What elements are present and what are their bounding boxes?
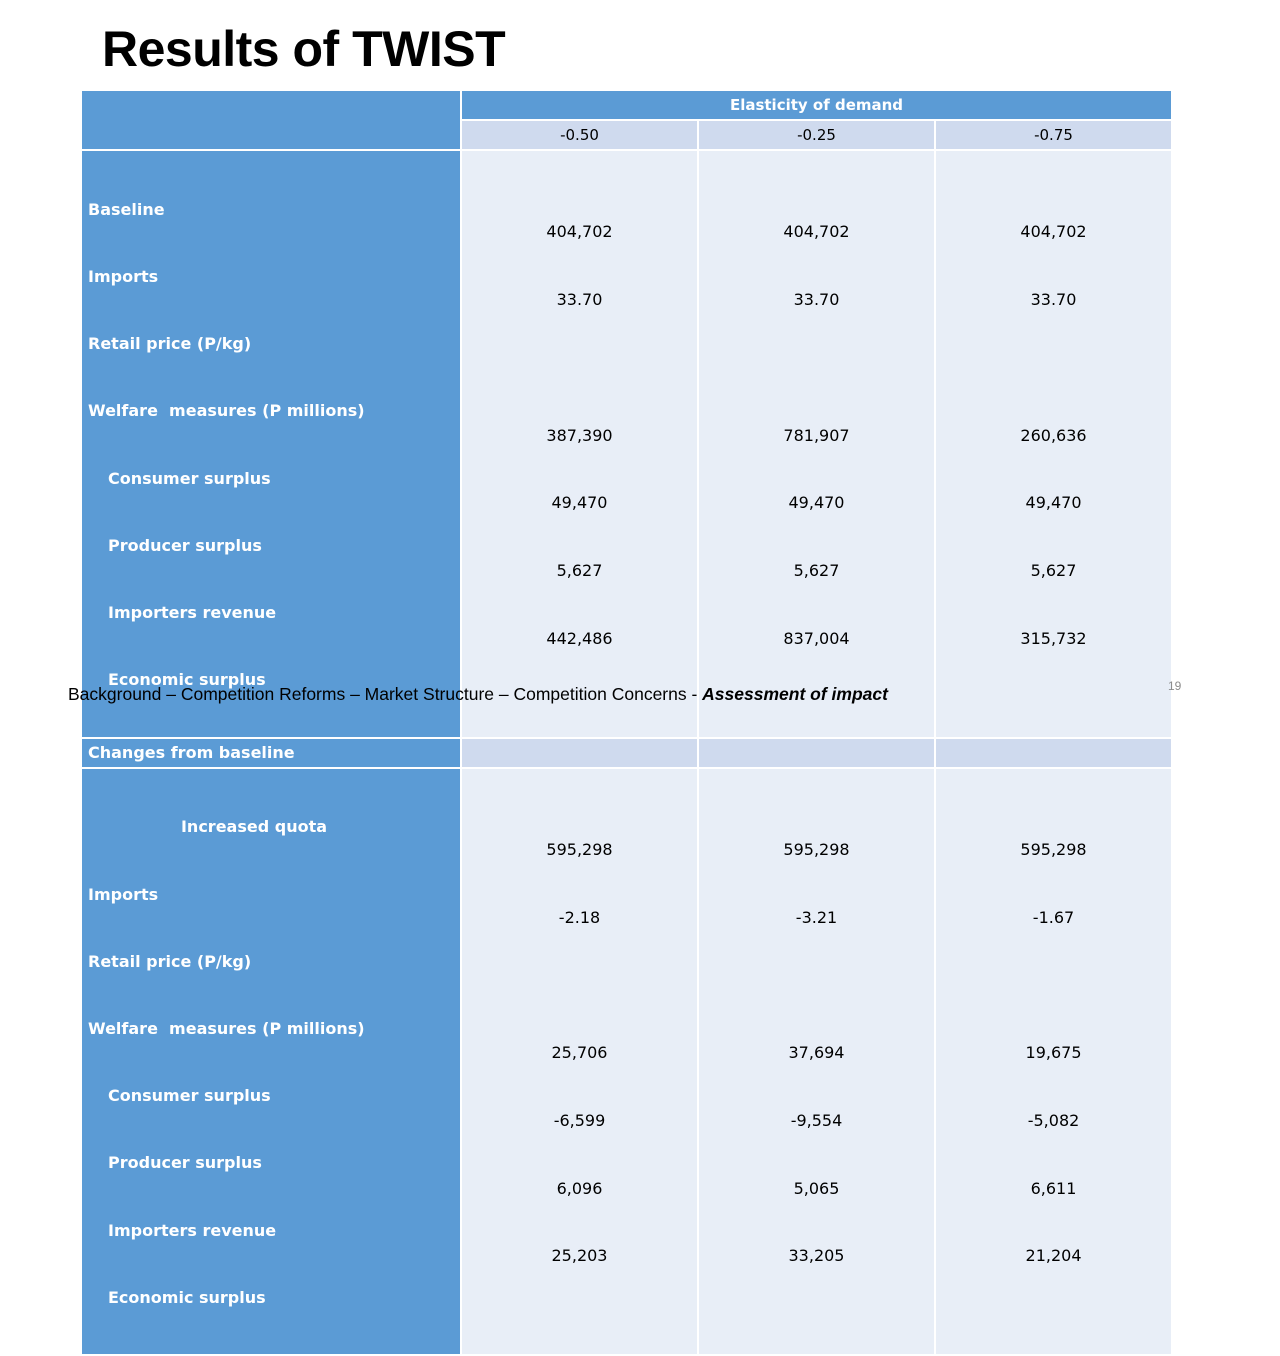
elasticity-header: Elasticity of demand <box>459 89 1174 121</box>
increased-quota-labels: Increased quota Imports Retail price (P/… <box>80 766 462 1356</box>
row-label: Economic surplus <box>108 670 266 690</box>
row-label: Consumer surplus <box>108 1086 271 1106</box>
quota-values-col-1: 595,298 -2.18 25,706 -6,599 6,096 25,203 <box>460 766 699 1356</box>
changes-from-baseline-label: Changes from baseline <box>80 736 462 769</box>
table-cell: 33.70 <box>793 289 840 309</box>
table-cell <box>697 736 936 769</box>
table-cell <box>936 974 1171 997</box>
table-cell: -3.21 <box>795 907 838 927</box>
row-label: Producer surplus <box>108 535 262 555</box>
table-cell: -9,554 <box>790 1110 843 1130</box>
table-cell: 260,636 <box>1020 425 1087 445</box>
table-cell: 387,390 <box>546 425 613 445</box>
column-header: -0.75 <box>933 119 1174 151</box>
baseline-values-col-2: 404,702 33.70 781,907 49,470 5,627 837,0… <box>697 149 936 739</box>
table-cell: 5,065 <box>793 1178 840 1198</box>
baseline-values-col-1: 404,702 33.70 387,390 49,470 5,627 442,4… <box>460 149 699 739</box>
quota-values-col-3: 595,298 -1.67 19,675 -5,082 6,611 21,204 <box>933 766 1174 1356</box>
table-cell: 33.70 <box>1030 289 1077 309</box>
row-label: Consumer surplus <box>108 468 271 488</box>
table-cell: 25,706 <box>551 1043 608 1063</box>
table-cell: 49,470 <box>551 493 608 513</box>
table-cell: 21,204 <box>1025 1246 1082 1266</box>
table-cell: 6,096 <box>556 1178 603 1198</box>
table-corner-cell <box>80 89 462 151</box>
table-cell: 49,470 <box>788 493 845 513</box>
table-cell <box>699 974 934 997</box>
table-cell: 404,702 <box>1020 222 1087 242</box>
table-cell: 6,611 <box>1030 1178 1077 1198</box>
row-label: Importers revenue <box>108 1220 277 1240</box>
table-cell: 837,004 <box>783 628 850 648</box>
results-table: Elasticity of demand -0.50 -0.25 -0.75 B… <box>80 89 1174 1356</box>
table-cell: -6,599 <box>553 1110 606 1130</box>
footer-breadcrumb: Background – Competition Reforms – Marke… <box>68 684 703 704</box>
row-label: Increased quota <box>180 817 328 837</box>
table-cell <box>460 736 699 769</box>
row-label: Welfare measures (P millions) <box>88 401 365 421</box>
row-label: Retail price (P/kg) <box>88 334 252 354</box>
row-label: Importers revenue <box>108 603 277 623</box>
table-cell <box>936 357 1171 380</box>
row-label: Producer surplus <box>108 1153 262 1173</box>
row-label: Baseline <box>88 199 165 219</box>
slide-title: Results of TWIST <box>102 21 506 77</box>
row-label: Welfare measures (P millions) <box>88 1019 365 1039</box>
table-cell: -2.18 <box>558 907 601 927</box>
baseline-values-col-3: 404,702 33.70 260,636 49,470 5,627 315,7… <box>933 149 1174 739</box>
table-cell: 595,298 <box>783 839 850 859</box>
table-cell: -1.67 <box>1032 907 1075 927</box>
table-cell <box>699 357 934 380</box>
table-cell: 33.70 <box>556 289 603 309</box>
row-label: Retail price (P/kg) <box>88 951 252 971</box>
table-cell: 5,627 <box>1030 561 1077 581</box>
table-cell: 5,627 <box>556 561 603 581</box>
column-header: -0.25 <box>697 119 936 151</box>
table-cell: 595,298 <box>1020 839 1087 859</box>
table-cell <box>462 974 697 997</box>
table-cell: 315,732 <box>1020 628 1087 648</box>
table-cell: 404,702 <box>783 222 850 242</box>
table-cell <box>933 736 1174 769</box>
table-cell <box>462 357 697 380</box>
table-cell: 19,675 <box>1025 1043 1082 1063</box>
table-cell: 33,205 <box>788 1246 845 1266</box>
row-label: Imports <box>88 267 159 287</box>
row-label: Economic surplus <box>108 1287 266 1307</box>
slide-footer: Background – Competition Reforms – Marke… <box>68 684 888 705</box>
table-cell: 25,203 <box>551 1246 608 1266</box>
column-header: -0.50 <box>460 119 699 151</box>
table-cell: 49,470 <box>1025 493 1082 513</box>
row-label: Imports <box>88 884 159 904</box>
table-cell: 595,298 <box>546 839 613 859</box>
table-cell: 5,627 <box>793 561 840 581</box>
footer-current-section: Assessment of impact <box>702 684 888 704</box>
quota-values-col-2: 595,298 -3.21 37,694 -9,554 5,065 33,205 <box>697 766 936 1356</box>
baseline-labels: Baseline Imports Retail price (P/kg) Wel… <box>80 149 462 739</box>
table-cell: 442,486 <box>546 628 613 648</box>
table-cell: 37,694 <box>788 1043 845 1063</box>
table-cell: -5,082 <box>1027 1110 1080 1130</box>
table-cell: 781,907 <box>783 425 850 445</box>
page-number: 19 <box>1168 679 1182 693</box>
table-cell: 404,702 <box>546 222 613 242</box>
